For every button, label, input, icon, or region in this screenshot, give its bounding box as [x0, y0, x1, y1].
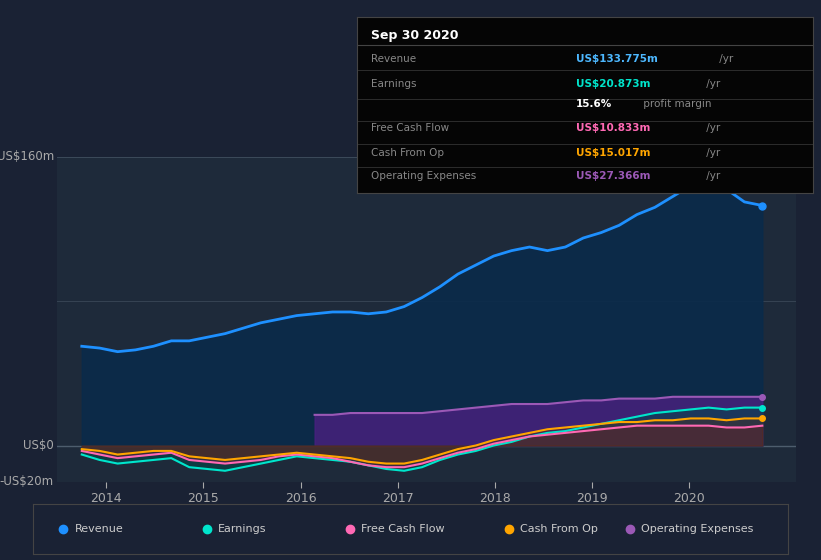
Text: /yr: /yr [704, 148, 721, 157]
Text: Revenue: Revenue [75, 524, 123, 534]
Text: Free Cash Flow: Free Cash Flow [371, 123, 449, 133]
Text: Cash From Op: Cash From Op [520, 524, 598, 534]
Text: -US$20m: -US$20m [0, 475, 54, 488]
Text: Operating Expenses: Operating Expenses [641, 524, 753, 534]
Text: US$20.873m: US$20.873m [576, 79, 650, 89]
Text: US$0: US$0 [23, 439, 54, 452]
Text: Operating Expenses: Operating Expenses [371, 171, 476, 181]
Text: 15.6%: 15.6% [576, 99, 612, 109]
Text: Earnings: Earnings [218, 524, 266, 534]
Text: US$10.833m: US$10.833m [576, 123, 650, 133]
Text: /yr: /yr [704, 171, 721, 181]
Text: Free Cash Flow: Free Cash Flow [361, 524, 445, 534]
Text: Cash From Op: Cash From Op [371, 148, 444, 157]
Text: US$160m: US$160m [0, 150, 54, 164]
Text: Earnings: Earnings [371, 79, 416, 89]
Text: /yr: /yr [704, 79, 721, 89]
Text: /yr: /yr [716, 54, 733, 64]
Text: Sep 30 2020: Sep 30 2020 [371, 29, 458, 42]
Text: US$15.017m: US$15.017m [576, 148, 650, 157]
Text: /yr: /yr [704, 123, 721, 133]
Text: profit margin: profit margin [640, 99, 711, 109]
Text: US$133.775m: US$133.775m [576, 54, 658, 64]
Text: US$27.366m: US$27.366m [576, 171, 650, 181]
Text: Revenue: Revenue [371, 54, 416, 64]
